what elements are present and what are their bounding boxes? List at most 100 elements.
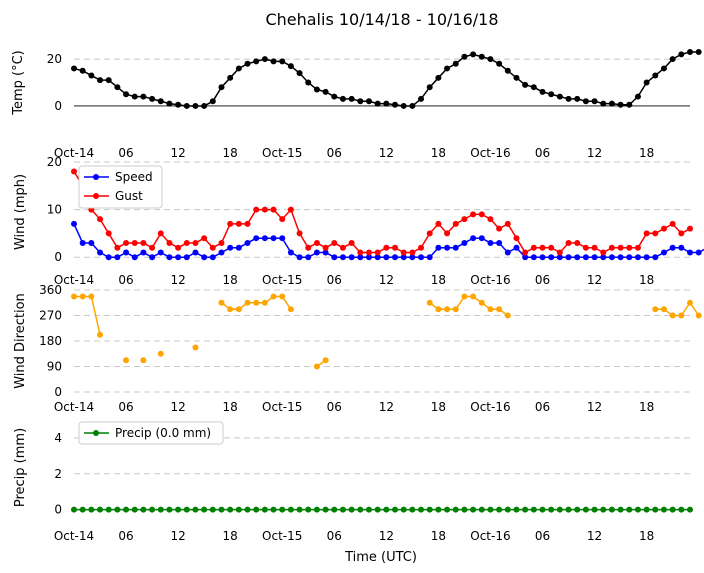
x-tick-label: 12 xyxy=(587,146,602,160)
data-point xyxy=(626,506,633,513)
x-tick-label: 12 xyxy=(587,400,602,414)
data-point xyxy=(643,230,650,237)
data-point xyxy=(97,506,104,513)
data-point xyxy=(426,84,433,91)
data-point xyxy=(227,306,234,313)
data-point xyxy=(652,306,659,313)
data-point xyxy=(383,244,390,251)
series-line xyxy=(429,295,509,317)
data-point xyxy=(244,220,251,227)
data-point xyxy=(444,306,451,313)
data-point xyxy=(88,239,95,246)
x-tick-label: 18 xyxy=(431,146,446,160)
data-point xyxy=(348,95,355,102)
x-tick-label: 12 xyxy=(170,273,185,287)
data-point xyxy=(522,254,529,261)
data-point xyxy=(582,506,589,513)
data-point xyxy=(695,49,702,56)
data-point xyxy=(392,506,399,513)
data-point xyxy=(444,244,451,251)
data-point xyxy=(426,506,433,513)
x-tick-label: 18 xyxy=(223,273,238,287)
data-point xyxy=(296,230,303,237)
x-tick-label: 06 xyxy=(327,400,342,414)
data-point xyxy=(556,93,563,100)
x-tick-label: 12 xyxy=(170,400,185,414)
data-point xyxy=(279,293,286,300)
legend-box xyxy=(78,421,224,445)
x-tick-label: Oct-15 xyxy=(262,273,302,287)
data-point xyxy=(660,306,667,313)
y-tick-label: 0 xyxy=(54,385,62,399)
data-point xyxy=(374,506,381,513)
data-point xyxy=(418,506,425,513)
data-point xyxy=(548,254,555,261)
legend: Speed Gust xyxy=(78,165,163,209)
data-point xyxy=(687,49,693,56)
data-point xyxy=(435,244,442,251)
x-tick-label: 12 xyxy=(379,146,394,160)
data-point xyxy=(348,254,355,261)
x-tick-label: 18 xyxy=(431,400,446,414)
data-point xyxy=(79,506,86,513)
data-point xyxy=(496,306,503,313)
x-tick-label: 12 xyxy=(379,400,394,414)
data-point xyxy=(313,239,320,246)
data-point xyxy=(409,102,416,109)
data-point xyxy=(400,254,407,261)
data-point xyxy=(418,95,425,102)
data-point xyxy=(504,312,511,319)
data-point xyxy=(123,506,130,513)
data-point xyxy=(348,239,355,246)
data-point xyxy=(71,506,77,513)
data-point xyxy=(131,93,138,100)
data-point xyxy=(634,93,641,100)
data-point xyxy=(513,235,520,242)
data-point xyxy=(409,254,416,261)
x-tick-label: 18 xyxy=(223,400,238,414)
legend-swatch-marker xyxy=(93,193,99,199)
data-point xyxy=(435,506,442,513)
data-point xyxy=(530,84,537,91)
legend-label: Speed xyxy=(115,170,153,184)
data-point xyxy=(400,249,407,256)
data-point xyxy=(79,293,86,300)
x-axis-label: Time (UTC) xyxy=(344,550,417,565)
data-point xyxy=(140,506,147,513)
data-point xyxy=(392,101,399,108)
data-point xyxy=(669,220,676,227)
data-point xyxy=(452,60,459,67)
data-point xyxy=(339,506,346,513)
data-point xyxy=(669,312,676,319)
data-point xyxy=(123,239,130,246)
legend-swatch-marker xyxy=(93,174,99,180)
data-point xyxy=(79,239,86,246)
data-point xyxy=(71,168,77,175)
data-point xyxy=(322,506,329,513)
data-point xyxy=(374,249,381,256)
x-tick-label: Oct-15 xyxy=(262,400,302,414)
data-point xyxy=(253,235,260,242)
x-tick-label: 12 xyxy=(379,529,394,543)
data-point xyxy=(270,506,277,513)
data-point xyxy=(201,254,208,261)
data-point xyxy=(192,102,199,109)
data-point xyxy=(470,235,477,242)
data-point xyxy=(634,244,641,251)
data-point xyxy=(192,344,199,351)
data-point xyxy=(209,244,216,251)
data-point xyxy=(600,100,607,107)
x-tick-label: 18 xyxy=(639,400,654,414)
data-point xyxy=(496,225,503,232)
data-point xyxy=(105,77,112,84)
data-point xyxy=(591,254,598,261)
data-point xyxy=(617,101,624,108)
data-point xyxy=(261,206,268,213)
data-point xyxy=(678,506,685,513)
x-tick-label: 06 xyxy=(118,146,133,160)
x-tick-label: 06 xyxy=(535,146,550,160)
data-point xyxy=(470,506,477,513)
data-point xyxy=(565,506,572,513)
